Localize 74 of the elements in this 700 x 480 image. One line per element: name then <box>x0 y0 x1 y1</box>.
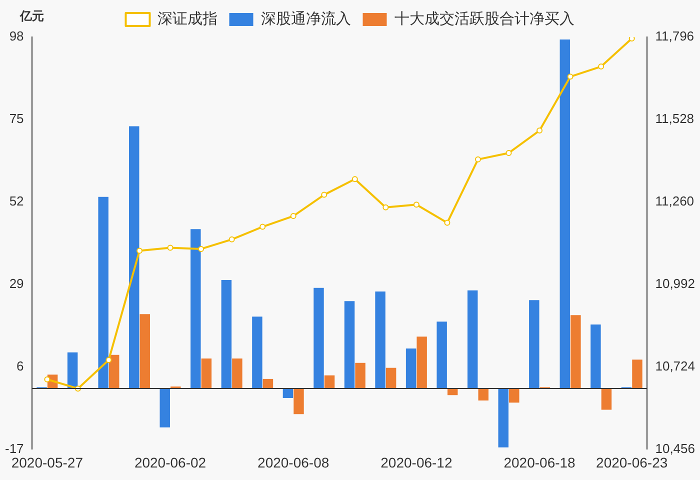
point <box>567 74 574 80</box>
bar <box>406 348 416 388</box>
bar <box>632 360 642 388</box>
x-tick-label: 2020-06-12 <box>380 454 452 470</box>
point <box>106 356 112 363</box>
y-axis-title: 亿元 <box>18 9 44 24</box>
bar <box>221 280 232 388</box>
bar <box>67 352 78 388</box>
point <box>167 244 174 251</box>
point <box>228 236 235 242</box>
bar <box>498 388 508 448</box>
point <box>474 156 481 162</box>
bar <box>355 362 366 388</box>
bar <box>140 314 150 388</box>
bar <box>128 126 140 388</box>
bar <box>590 324 601 388</box>
point <box>198 246 204 252</box>
x-tick-label: 2020-06-08 <box>258 454 330 470</box>
bar <box>416 336 427 388</box>
point <box>413 202 420 208</box>
bar <box>282 388 294 398</box>
legend-label: 十大成交活跃股合计净买入 <box>394 10 574 28</box>
point <box>598 64 604 70</box>
y-tick-label: 75 <box>9 111 24 126</box>
point <box>44 376 50 382</box>
x-tick-label: 2020-05-27 <box>11 454 84 470</box>
bar <box>314 288 324 388</box>
bar <box>344 301 355 388</box>
bar <box>375 291 386 388</box>
bar <box>529 300 540 388</box>
point <box>628 37 635 42</box>
point <box>382 204 389 210</box>
bar <box>560 40 570 388</box>
y2-tick-label: 10,992 <box>655 276 696 291</box>
bar <box>108 354 120 388</box>
x-tick-label: 2020-06-23 <box>596 454 668 470</box>
y2-tick-label: 10,456 <box>655 440 696 456</box>
y2-tick-label: 11,260 <box>655 193 694 208</box>
bar <box>324 375 335 388</box>
point <box>321 192 328 198</box>
bar <box>190 229 201 388</box>
bar <box>252 316 262 388</box>
x-tick-label: 2020-06-02 <box>134 454 206 470</box>
y-tick-label: 29 <box>9 276 24 291</box>
y2-tick-label: 10,724 <box>655 358 696 374</box>
point <box>506 150 512 156</box>
x-tick-label: 2020-06-18 <box>504 454 576 470</box>
bar <box>386 368 396 388</box>
bar <box>232 358 242 388</box>
legend-label: 深证成指 <box>157 10 218 28</box>
bar <box>467 290 478 388</box>
point <box>136 248 142 254</box>
bar <box>160 388 170 428</box>
bar <box>478 388 488 400</box>
bar <box>98 196 108 388</box>
point <box>352 176 358 182</box>
y-tick-label: -17 <box>4 440 24 456</box>
bar <box>601 388 612 410</box>
y-tick-label: 98 <box>9 28 24 44</box>
point <box>536 128 543 134</box>
point <box>260 224 266 230</box>
bar <box>201 358 212 388</box>
bar <box>436 322 447 388</box>
y2-tick-label: 11,528 <box>655 111 694 126</box>
legend-label: 深股通净流入 <box>260 10 351 28</box>
bar <box>570 315 581 388</box>
bar <box>294 388 304 414</box>
y2-tick-label: 11,796 <box>655 28 694 44</box>
bar <box>509 388 520 403</box>
y-tick-label: 52 <box>9 193 24 208</box>
point <box>290 213 296 220</box>
y-tick-label: 6 <box>16 358 24 374</box>
bar <box>262 378 274 388</box>
point <box>444 220 450 226</box>
